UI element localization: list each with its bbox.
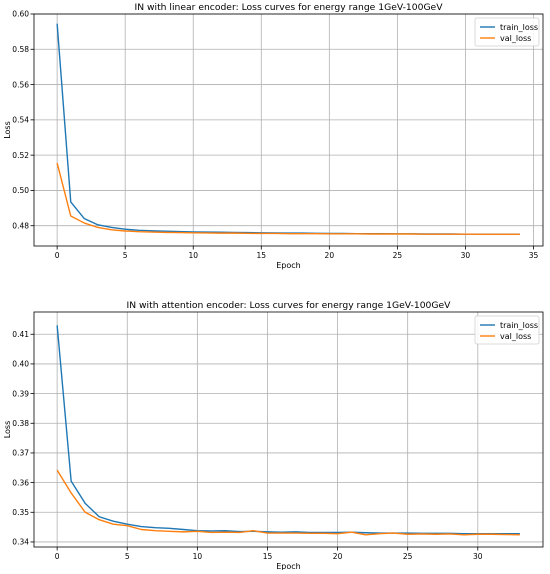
y-tick-label: 0.41 [12,330,29,339]
y-tick-label: 0.52 [12,151,29,160]
y-tick-label: 0.35 [12,508,29,517]
x-tick-label: 25 [403,552,413,561]
x-tick-label: 5 [125,552,130,561]
axes-frame [33,311,544,548]
y-axis-label: Loss [3,121,12,139]
series-line-val-loss [56,469,520,536]
y-axis-label: Loss [3,421,12,439]
legend-label-val-loss: val_loss [500,332,531,341]
legend: train_loss val_loss [474,17,540,47]
x-tick-label: 0 [55,251,60,260]
x-tick-label: 30 [473,552,483,561]
x-tick-label: 10 [188,251,198,260]
x-tick-label: 25 [393,251,403,260]
x-tick-label: 5 [123,251,128,260]
chart-title: IN with attention encoder: Loss curves f… [127,300,452,311]
legend: train_loss val_loss [474,315,540,345]
legend-label-train-loss: train_loss [500,321,538,330]
legend-box [474,17,540,47]
x-axis-label: Epoch [276,261,301,270]
x-tick-label: 15 [257,251,267,260]
y-tick-label: 0.36 [12,478,29,487]
y-tick-label: 0.37 [12,449,29,458]
y-tick-label: 0.34 [12,538,29,547]
legend-box [474,315,540,345]
legend-label-train-loss: train_loss [500,23,538,32]
y-tick-label: 0.50 [12,186,29,195]
chart-title: IN with linear encoder: Loss curves for … [135,2,444,13]
x-tick-label: 30 [461,251,471,260]
x-tick-label: 20 [333,552,343,561]
x-tick-label: 20 [325,251,335,260]
y-tick-label: 0.38 [12,419,29,428]
y-tick-label: 0.56 [12,80,29,89]
y-tick-label: 0.58 [12,45,29,54]
series-line-train-loss [56,325,520,535]
y-tick-label: 0.39 [12,389,29,398]
legend-label-val-loss: val_loss [500,34,531,43]
axes-frame [33,13,544,247]
x-tick-label: 15 [263,552,273,561]
x-axis-label: Epoch [276,562,301,570]
y-tick-label: 0.60 [12,10,29,19]
chart-attention-encoder: 0 5 10 15 20 25 30 0.34 0.35 0.36 0.37 0.38 0.39 0.40… [3,300,544,571]
x-tick-label: 35 [529,251,539,260]
y-tick-label: 0.54 [12,116,29,125]
series-line-val-loss [56,162,520,236]
y-tick-label: 0.48 [12,221,29,230]
x-tick-label: 10 [193,552,203,561]
y-tick-label: 0.40 [12,360,29,369]
x-tick-label: 0 [55,552,60,561]
chart-linear-encoder: 0 5 10 15 20 25 30 35 0.48 0.50 0.52 0.54 0.56 0.58 0.… [3,2,544,270]
